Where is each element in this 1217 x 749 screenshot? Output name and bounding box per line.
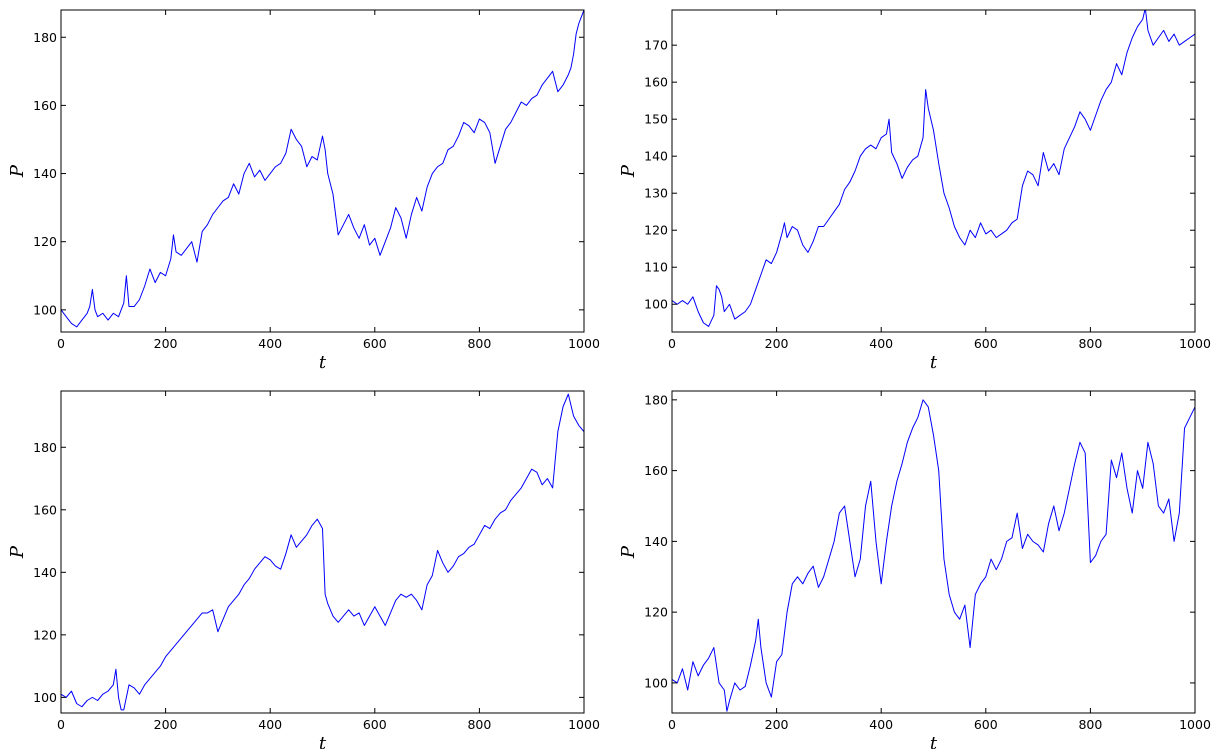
y-tick-label: 120 — [644, 605, 668, 620]
x-tick-label: 400 — [869, 336, 893, 351]
chart-panel-1: 0 200 400 600 800 1000 100 120 140 160 180 t P — [7, 9, 600, 373]
y-tick-label: 120 — [644, 223, 668, 238]
series-line — [672, 399, 1195, 712]
y-tick-label: 140 — [644, 534, 668, 549]
y-tick-label: 100 — [33, 302, 57, 317]
x-tick-label: 0 — [57, 336, 65, 351]
plot-frame — [60, 9, 585, 333]
x-axis-label: t — [319, 733, 327, 749]
x-tick-label: 0 — [668, 717, 676, 732]
x-tick-label: 800 — [1078, 336, 1102, 351]
x-tick-label: 200 — [765, 336, 789, 351]
x-tick-label: 0 — [57, 717, 65, 732]
x-tick-label: 400 — [869, 717, 893, 732]
plot-frame — [60, 390, 585, 714]
y-tick-label: 130 — [644, 186, 668, 201]
x-tick-label: 200 — [765, 717, 789, 732]
y-tick-label: 140 — [33, 166, 57, 181]
x-tick-label: 600 — [974, 336, 998, 351]
x-tick-label: 400 — [258, 336, 282, 351]
y-tick-label: 180 — [33, 30, 57, 45]
x-tick-label: 600 — [974, 717, 998, 732]
plot-frame — [671, 390, 1196, 714]
y-tick-label: 180 — [33, 440, 57, 455]
y-tick-label: 100 — [644, 297, 668, 312]
x-tick-label: 800 — [467, 717, 491, 732]
chart-panel-4: 0 200 400 600 800 1000 100 120 140 160 180 t P — [618, 390, 1211, 749]
series-line — [672, 10, 1195, 327]
x-tick-label: 800 — [1078, 717, 1102, 732]
x-tick-label: 1000 — [1179, 336, 1211, 351]
y-tick-label: 160 — [644, 463, 668, 478]
y-axis-label: P — [7, 545, 28, 559]
x-tick-label: 400 — [258, 717, 282, 732]
y-tick-label: 100 — [33, 690, 57, 705]
x-tick-label: 1000 — [568, 336, 600, 351]
x-tick-label: 200 — [154, 336, 178, 351]
x-tick-label: 200 — [154, 717, 178, 732]
y-tick-label: 170 — [644, 38, 668, 53]
chart-panel-3: 0 200 400 600 800 1000 100 120 140 160 180 t P — [7, 390, 600, 749]
x-tick-label: 600 — [363, 336, 387, 351]
x-tick-label: 800 — [467, 336, 491, 351]
plot-frame — [671, 9, 1196, 333]
y-axis-label: P — [7, 164, 28, 178]
x-tick-label: 1000 — [1179, 717, 1211, 732]
x-axis-label: t — [319, 352, 327, 373]
x-tick-label: 0 — [668, 336, 676, 351]
y-axis-label: P — [618, 164, 639, 178]
y-tick-label: 100 — [644, 675, 668, 690]
y-axis-label: P — [618, 545, 639, 559]
y-tick-label: 160 — [644, 75, 668, 90]
y-tick-label: 160 — [33, 502, 57, 517]
x-axis-label: t — [930, 352, 938, 373]
x-axis-label: t — [930, 733, 938, 749]
y-tick-label: 150 — [644, 112, 668, 127]
y-tick-label: 140 — [644, 149, 668, 164]
y-tick-label: 180 — [644, 392, 668, 407]
y-tick-label: 110 — [644, 260, 668, 275]
series-line — [61, 10, 584, 328]
x-tick-label: 1000 — [568, 717, 600, 732]
y-tick-label: 120 — [33, 234, 57, 249]
chart-panel-2: 0 200 400 600 800 1000 100 110 120 130 140 150 160 17… — [618, 9, 1211, 373]
x-tick-label: 600 — [363, 717, 387, 732]
series-line — [61, 393, 584, 711]
y-tick-label: 120 — [33, 627, 57, 642]
y-tick-label: 160 — [33, 98, 57, 113]
y-tick-label: 140 — [33, 565, 57, 580]
